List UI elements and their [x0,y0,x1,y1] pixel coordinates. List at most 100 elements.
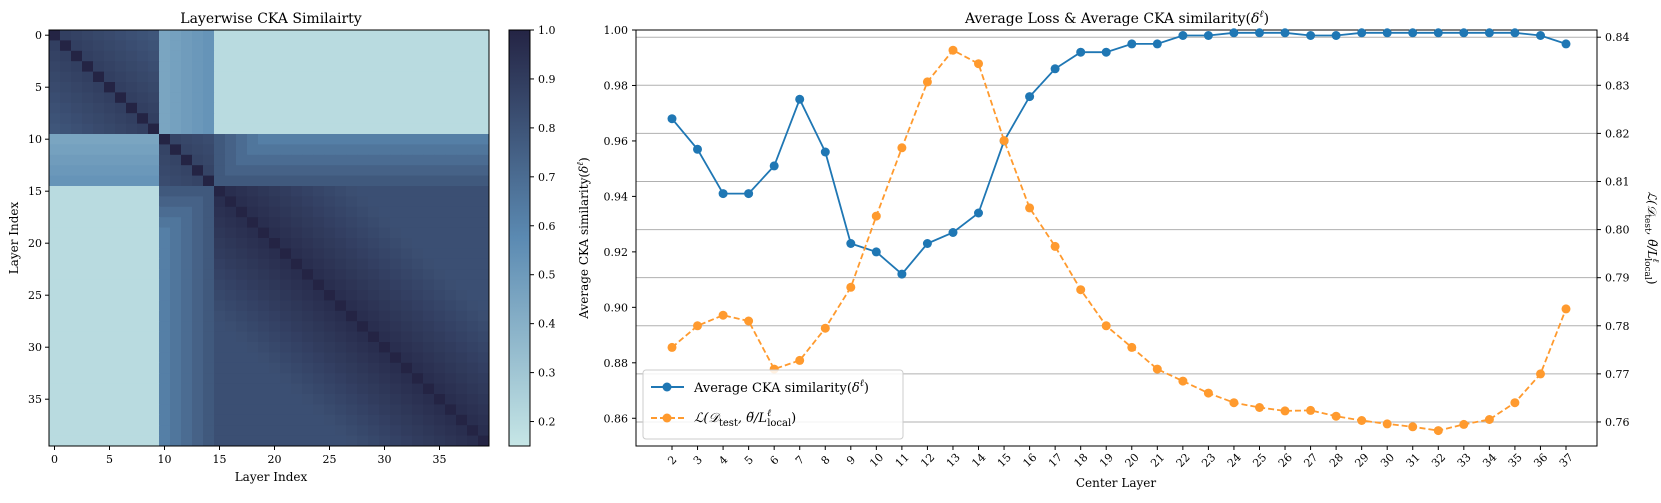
heatmap-cell [225,248,237,260]
heatmap-cell [280,50,292,62]
heatmap-cell [434,414,446,426]
heatmap-cell [313,321,325,332]
heatmap-cell [401,342,413,353]
heatmap-cell [137,144,149,156]
heatmap-cell [181,92,193,104]
heatmap-cell [401,206,413,218]
heatmap-cell [126,342,138,353]
heatmap-cell [390,102,402,114]
heatmap-cell [93,186,105,197]
heatmap-cell [159,279,171,291]
heatmap-cell [313,362,325,374]
heatmap-cell [247,321,259,332]
heatmap-cell [456,154,468,166]
heatmap-cell [368,404,380,416]
heatmap-cell [423,217,435,228]
x-tick-label: 31 [1404,451,1423,470]
heatmap-cell [214,258,226,270]
heatmap-cell [434,61,446,72]
heatmap-cell [467,92,479,104]
heatmap-cell [82,61,94,72]
heatmap-cell [302,217,314,228]
heatmap-cell [203,331,215,343]
heatmap-cell [60,238,72,249]
heatmap-cell [412,373,424,384]
heatmap-cell [93,362,105,374]
heatmap-cell [324,342,336,353]
heatmap-cell [368,113,380,124]
heatmap-cell [225,279,237,291]
heatmap-cell [82,300,94,312]
colorbar-tick-label: 0.4 [538,318,556,331]
heatmap-cell [159,61,171,72]
legend-loss-part-6: ) [791,411,796,426]
heatmap-cell [104,269,116,280]
heatmap-cell [357,435,369,447]
heatmap-cell [159,40,171,52]
heatmap-cell [313,342,325,353]
loss-point [1382,419,1392,429]
heatmap-cell [258,362,270,374]
heatmap-cell [302,352,314,364]
heatmap-cell [412,123,424,135]
heatmap-cell [82,134,94,145]
heatmap-cell [181,394,193,405]
heatmap-cell [291,310,303,322]
heatmap-cell [203,50,215,62]
heatmap-cell [181,82,193,93]
heatmap-cell [401,175,413,187]
heatmap-cell [368,394,380,405]
heatmap-cell [214,352,226,364]
heatmap-cell [445,227,457,239]
heatmap-cell [104,362,116,374]
heatmap-cell [280,71,292,83]
heatmap-cell [445,404,457,416]
heatmap-cell [159,321,171,332]
heatmap-cell [82,227,94,239]
heatmap-cell [324,435,336,447]
y2-tick-label: 0.77 [1605,368,1630,381]
heatmap-cell [412,206,424,218]
heatmap-cell [93,123,105,135]
heatmap-cell [104,248,116,260]
heatmap-cell [313,82,325,93]
heatmap-cell [368,269,380,280]
loss-point [999,136,1009,146]
heatmap-cell [126,154,138,166]
cka-point [974,208,983,218]
heatmap-cell [49,102,61,114]
heatmap-cell [225,144,237,156]
heatmap-cell [225,113,237,124]
heatmap-cell [302,258,314,270]
heatmap-cell [258,383,270,395]
heatmap-cell [313,113,325,124]
heatmap-cell [357,425,369,436]
heatmap-cell [357,383,369,395]
heatmap-y-tick-label: 5 [35,81,42,94]
heatmap-cell [324,373,336,384]
heatmap-cell [181,362,193,374]
heatmap-cell [214,30,226,41]
heatmap-cell [181,30,193,41]
heatmap-cell [324,40,336,52]
heatmap-cell [280,300,292,312]
heatmap-cell [225,394,237,405]
heatmap-cell [445,92,457,104]
heatmap-cell [93,154,105,166]
heatmap-cell [225,383,237,395]
cka-point [1076,47,1086,57]
heatmap-cell [126,165,138,176]
heatmap-cell [214,373,226,384]
heatmap-cell [357,321,369,332]
heatmap-cell [60,362,72,374]
cka-point [693,144,702,154]
heatmap-cell [203,40,215,52]
heatmap-cell [346,71,358,83]
heatmap-cell [181,290,193,301]
heatmap-cell [93,300,105,312]
heatmap-cell [247,383,259,395]
heatmap-cell [379,102,391,114]
heatmap-cell [148,342,160,353]
heatmap-cell [82,373,94,384]
heatmap-cell [159,238,171,249]
